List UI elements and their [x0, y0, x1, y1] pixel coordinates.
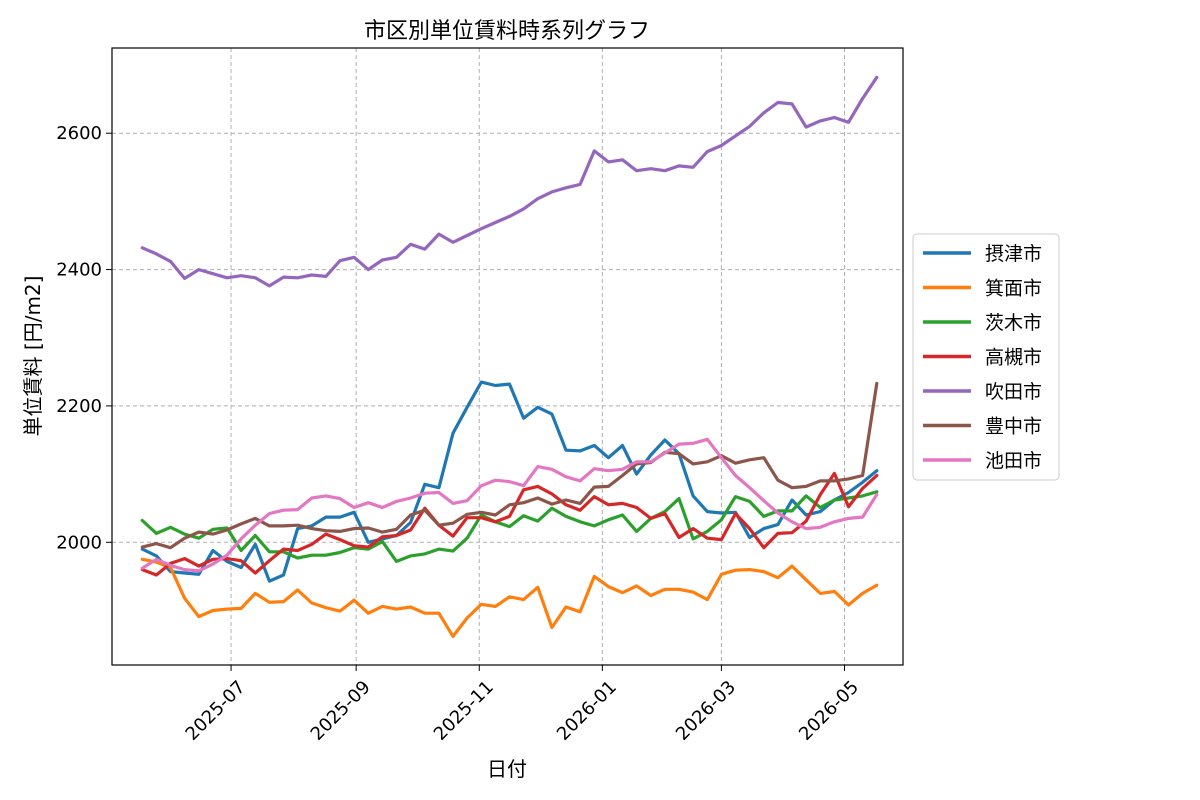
series-line: [140, 490, 879, 564]
y-tick-label: 2400: [56, 260, 102, 281]
series-lines: [140, 75, 879, 639]
chart-title: 市区別単位賃料時系列グラフ: [364, 19, 650, 44]
legend-label: 箕面市: [985, 278, 1042, 300]
series-line: [140, 381, 879, 550]
grid: [112, 48, 903, 665]
legend-label: 吹田市: [985, 381, 1042, 403]
legend-box: [912, 233, 1060, 481]
plot-frame: [111, 47, 904, 666]
x-axis-label: 日付: [487, 757, 527, 781]
legend-label: 高槻市: [985, 347, 1042, 369]
y-tick-label: 2200: [56, 396, 102, 417]
series-line: [140, 437, 879, 573]
legend-label: 摂津市: [985, 243, 1042, 265]
y-axis-label: 単位賃料 [円/m2]: [21, 276, 45, 437]
series-line: [140, 75, 879, 288]
legend-label: 茨木市: [985, 312, 1042, 334]
y-tick-label: 2600: [56, 123, 102, 144]
legend-label: 豊中市: [985, 416, 1042, 438]
y-axis: 2000 2200 2400 2600: [56, 123, 112, 553]
series-line: [140, 471, 879, 577]
y-tick-label: 2000: [56, 532, 102, 553]
series-line: [140, 557, 879, 639]
legend-label: 池田市: [985, 450, 1042, 472]
